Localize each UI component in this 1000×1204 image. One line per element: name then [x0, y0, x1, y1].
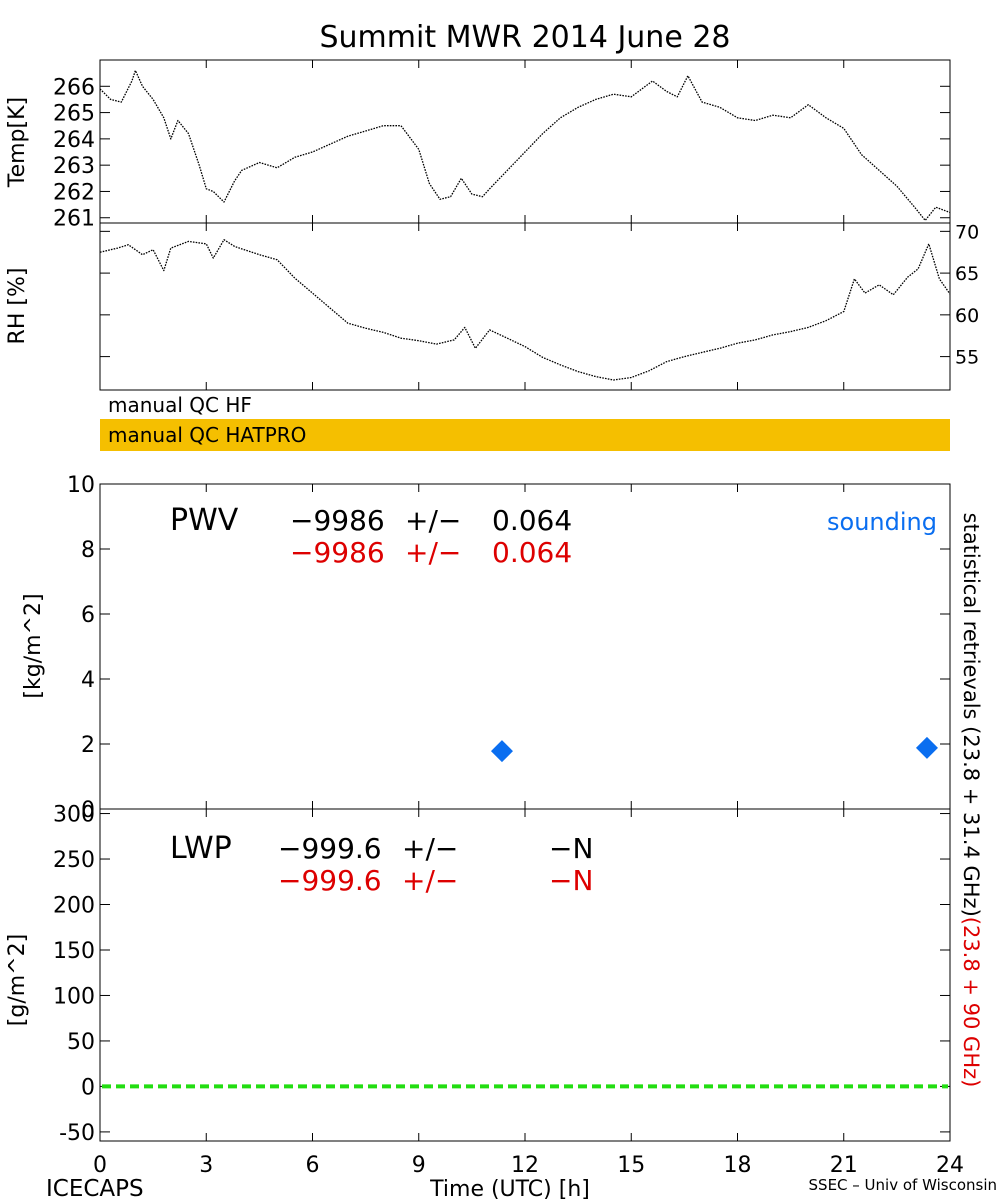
- rh-ytick-label-2: 65: [955, 263, 979, 285]
- figure-title: Summit MWR 2014 June 28: [320, 20, 731, 55]
- lwp-stat-pm-black: +/−: [402, 832, 458, 865]
- lwp-ytick-label-6: 250: [53, 848, 95, 873]
- xtick-label-7: 21: [830, 1153, 858, 1178]
- temp-ylabel: Temp[K]: [5, 97, 30, 188]
- lwp-stat-pm-red: +/−: [402, 864, 458, 897]
- pwv-stat-pm-black: +/−: [405, 504, 461, 537]
- xtick-label-2: 6: [306, 1153, 320, 1178]
- rh-panel: RH [%] 55 60 65 70: [5, 221, 979, 391]
- pwv-ytick-label-2: 4: [81, 668, 95, 693]
- temp-ytick-label-3: 264: [53, 128, 95, 153]
- temp-panel-frame: [99, 59, 951, 224]
- lwp-stat-value-red: −999.6: [278, 864, 382, 897]
- rh-ytick-label-3: 70: [955, 221, 979, 243]
- side-label-black: statistical retrievals (23.8 + 31.4 GHz): [959, 513, 983, 917]
- lwp-stat-value-black: −999.6: [278, 832, 382, 865]
- pwv-stat-value-red: −9986: [290, 536, 385, 569]
- lwp-ytick-label-3: 100: [53, 984, 95, 1009]
- lwp-panel: [g/m^2] LWP −999.6 +/− −N −999.6 +/− −N …: [5, 803, 964, 1178]
- lwp-ytick-label-0: -50: [59, 1121, 95, 1146]
- xtick-label-5: 15: [617, 1153, 645, 1178]
- temp-series-line: [99, 69, 951, 222]
- pwv-panel: [kg/m^2] PWV −9986 +/− 0.064 −9986 +/− 0…: [21, 473, 951, 823]
- pwv-ylabel: [kg/m^2]: [21, 593, 46, 698]
- x-axis-label: Time (UTC) [h]: [429, 1177, 590, 1200]
- xtick-label-1: 3: [199, 1153, 213, 1178]
- lwp-ytick-label-4: 150: [53, 939, 95, 964]
- pwv-legend-sounding: sounding: [827, 508, 937, 536]
- rh-ytick-label-0: 55: [955, 347, 979, 369]
- xtick-label-6: 18: [724, 1153, 752, 1178]
- pwv-stat-err-red: 0.064: [492, 536, 572, 569]
- temp-ytick-label-0: 261: [53, 207, 95, 232]
- lwp-ytick-label-7: 300: [53, 803, 95, 828]
- pwv-label: PWV: [170, 503, 239, 538]
- temp-ytick-label-4: 265: [53, 102, 95, 127]
- lwp-label: LWP: [170, 831, 232, 866]
- footer-right: SSEC – Univ of Wisconsin: [809, 1176, 997, 1194]
- xtick-label-8: 24: [936, 1153, 964, 1178]
- qc-hatpro-bar: [100, 419, 950, 451]
- pwv-ytick-label-3: 6: [81, 603, 95, 628]
- pwv-ytick-label-4: 8: [81, 538, 95, 563]
- qc-flags: manual QC HF manual QC HATPRO: [100, 393, 950, 451]
- pwv-sounding-point-1: [915, 736, 938, 759]
- side-label-red: (23.8 + 90 GHz): [959, 917, 983, 1088]
- lwp-stat-err-red: −N: [549, 864, 593, 897]
- pwv-stat-pm-red: +/−: [405, 536, 461, 569]
- xtick-label-3: 9: [412, 1153, 426, 1178]
- pwv-ytick-label-1: 2: [81, 733, 95, 758]
- temp-ytick-label-2: 263: [53, 154, 95, 179]
- side-label: statistical retrievals (23.8 + 31.4 GHz)…: [959, 513, 983, 1088]
- temp-ytick-label-1: 262: [53, 180, 95, 205]
- rh-panel-frame: [99, 222, 951, 391]
- lwp-ytick-label-2: 50: [67, 1030, 95, 1055]
- pwv-stat-err-black: 0.064: [492, 504, 572, 537]
- xtick-label-4: 12: [511, 1153, 539, 1178]
- lwp-ytick-label-1: 0: [81, 1075, 95, 1100]
- rh-ytick-label-1: 60: [955, 305, 979, 327]
- temp-ytick-label-5: 266: [53, 75, 95, 100]
- rh-ylabel: RH [%]: [5, 268, 30, 345]
- qc-hf-label: manual QC HF: [108, 393, 252, 417]
- qc-hf-bar: [100, 393, 950, 417]
- qc-hatpro-label: manual QC HATPRO: [108, 423, 306, 447]
- lwp-ylabel: [g/m^2]: [5, 934, 30, 1026]
- footer-left: ICECAPS: [46, 1176, 144, 1200]
- lwp-stat-err-black: −N: [549, 832, 593, 865]
- xtick-label-0: 0: [93, 1153, 107, 1178]
- rh-series-line: [99, 239, 951, 381]
- lwp-ytick-label-5: 200: [53, 894, 95, 919]
- pwv-ytick-label-5: 10: [67, 473, 95, 498]
- pwv-ytick-label-0: 0: [81, 798, 95, 823]
- pwv-stat-value-black: −9986: [290, 504, 385, 537]
- pwv-sounding-point-0: [490, 740, 513, 763]
